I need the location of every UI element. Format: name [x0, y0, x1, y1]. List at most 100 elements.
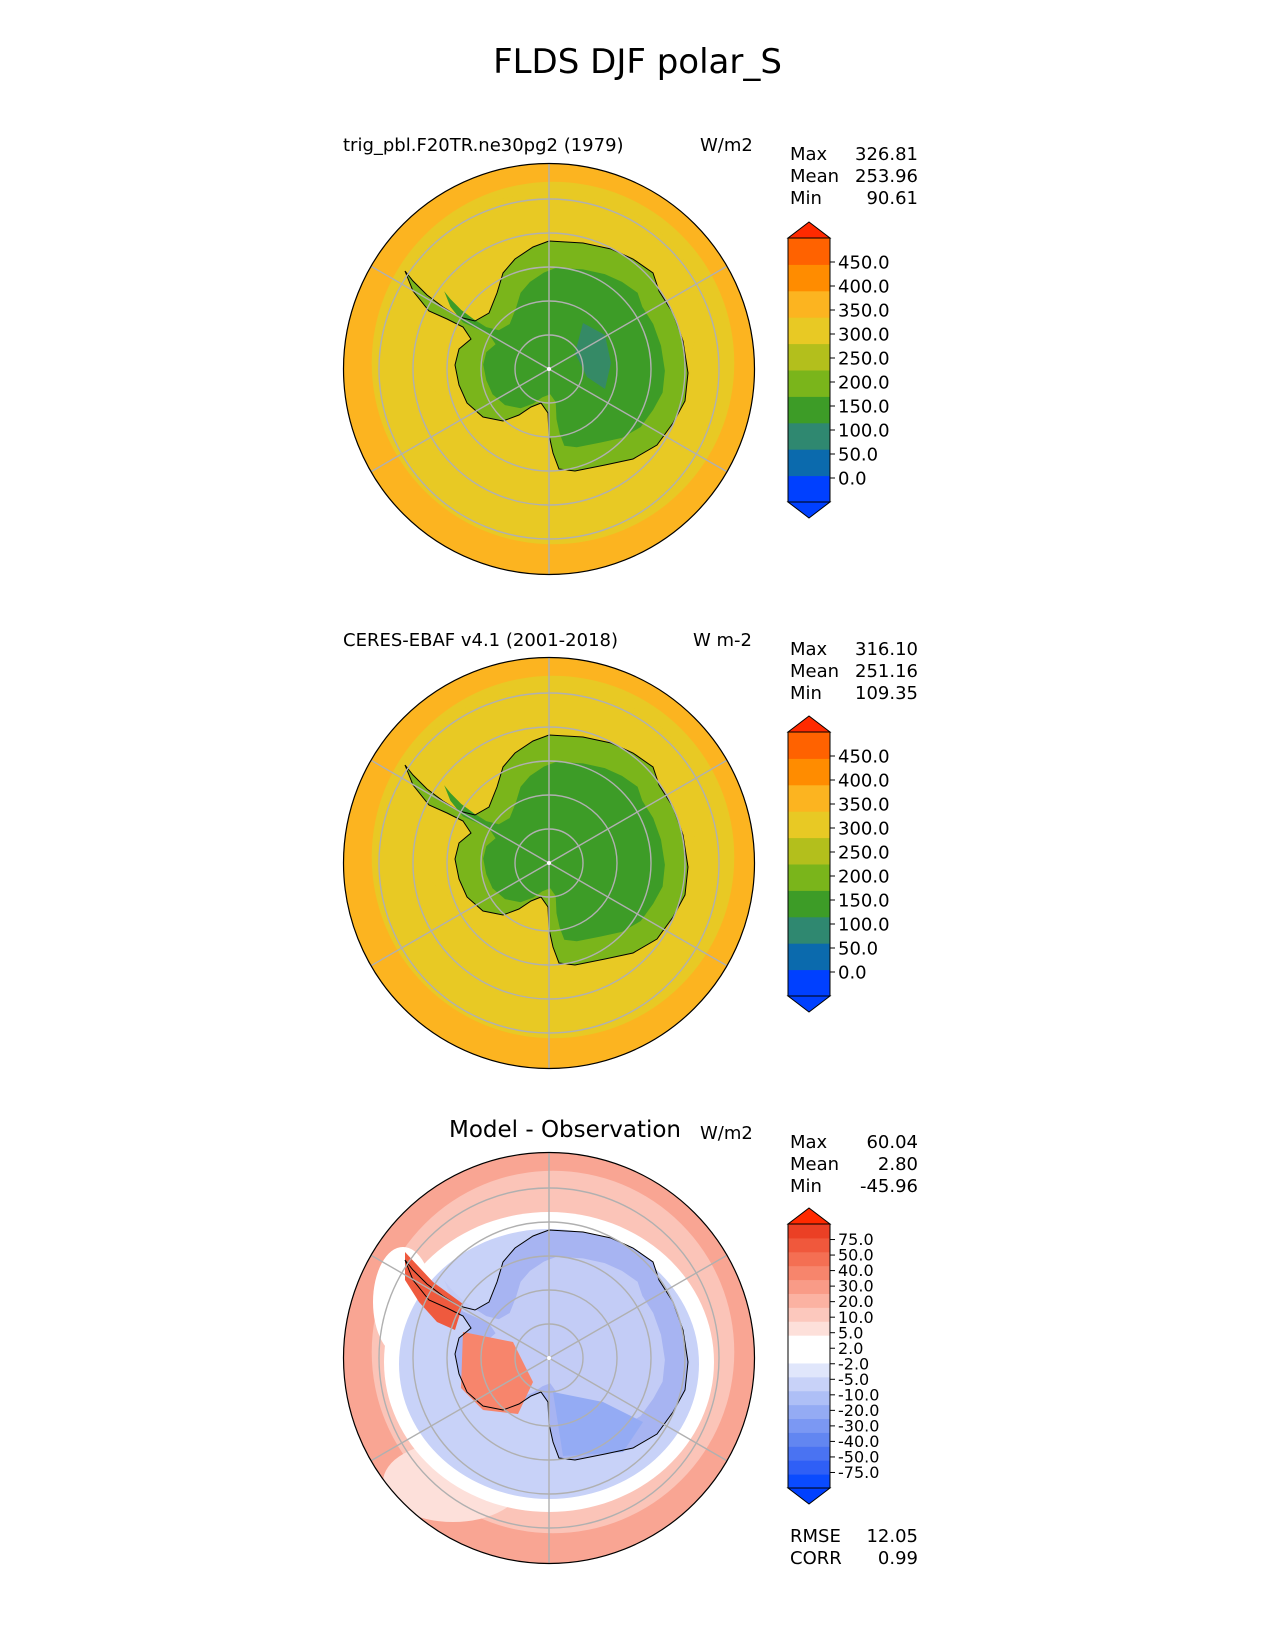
panel-1-units: W/m2 [700, 135, 753, 156]
colorbar-swatch [788, 1349, 830, 1364]
colorbar-swatch [788, 837, 830, 865]
stat-label: Min [790, 188, 822, 209]
colorbar-swatch [788, 732, 830, 759]
stat-value: 12.05 [866, 1526, 918, 1547]
colorbar-swatch [788, 238, 830, 265]
stat-value: 326.81 [855, 144, 918, 165]
stat-label: Mean [790, 661, 840, 682]
colorbar-tick-label: 30.0 [838, 1277, 874, 1296]
colorbar-extend-min [786, 995, 832, 1013]
graticule [370, 163, 728, 575]
meridian-line [370, 265, 550, 370]
stat-value: 253.96 [855, 166, 918, 187]
colorbar-tick-label: 100.0 [838, 914, 890, 935]
plateau-minimum-patch [575, 323, 611, 389]
pole-marker [547, 861, 551, 865]
colorbar-tick-label: -40.0 [838, 1432, 879, 1451]
colorbar-extend-max [786, 221, 832, 239]
colorbar-tick-label: 200.0 [838, 866, 890, 887]
colorbar-tick-label: 300.0 [838, 818, 890, 839]
colorbar-swatch [788, 317, 830, 345]
colorbar-swatch [788, 1362, 830, 1378]
colorbar-tick-label: 450.0 [838, 252, 890, 273]
colorbar-tick-label: 20.0 [838, 1292, 874, 1311]
colorbar-swatch [788, 1224, 830, 1239]
map-frame [342, 656, 756, 1070]
stat-value: -45.96 [859, 1176, 918, 1197]
meridian-line [370, 1254, 550, 1359]
colorbar-swatch [788, 890, 830, 918]
colorbar-tick-label: 200.0 [838, 372, 890, 393]
pole-marker [547, 1356, 551, 1360]
colorbar-tick-label: 400.0 [838, 276, 890, 297]
colorbar-tick-label: 50.0 [838, 1246, 874, 1265]
colorbar-swatch [788, 1279, 830, 1294]
stat-label: Mean [790, 1154, 840, 1175]
colorbar-swatch [788, 1474, 830, 1489]
colorbar-model: 0.0 50.0 100.0 150.0 200.0 250.0 300.0 350.0 400… [786, 221, 890, 519]
meridian-line [370, 368, 550, 473]
stat-value: 251.16 [855, 661, 918, 682]
continent-interior-fill [444, 1256, 665, 1437]
colorbar-swatch [788, 1446, 830, 1461]
colorbar-swatch [788, 969, 830, 997]
continent-interior-fill [444, 267, 665, 448]
meridian-line [548, 1254, 728, 1359]
colorbar-swatch [788, 1460, 830, 1475]
meridian-line [548, 265, 728, 370]
colorbar-swatch [788, 1307, 830, 1322]
colorbar-swatch [788, 475, 830, 503]
colorbar-tick-label: 150.0 [838, 890, 890, 911]
stat-label: Mean [790, 166, 840, 187]
meridian-line [548, 862, 728, 967]
colorbar-swatch [788, 1265, 830, 1281]
panel-2-units: W m-2 [693, 630, 753, 651]
colorbar-tick-label: 10.0 [838, 1308, 874, 1327]
panel-1-stats: Max 326.81 Mean 253.96 Min 90.61 [790, 144, 918, 210]
colorbar-tick-label: 100.0 [838, 420, 890, 441]
colorbar-tick-label: 0.0 [838, 468, 867, 489]
meridian-line [548, 1357, 728, 1462]
colorbar-swatch [788, 264, 830, 292]
stat-label: Min [790, 1176, 822, 1197]
colorbar-swatch [788, 1335, 830, 1350]
panel-3-stats: Max 60.04 Mean 2.80 Min -45.96 [790, 1132, 918, 1198]
colorbar-swatch [788, 916, 830, 944]
colorbar-tick-label: -50.0 [838, 1448, 879, 1467]
stat-value: 2.80 [877, 1154, 918, 1175]
colorbar-tick-label: 2.0 [838, 1339, 863, 1358]
stat-value: 316.10 [855, 639, 918, 660]
colorbar-swatch [788, 1404, 830, 1420]
stat-label: Max [790, 1132, 828, 1153]
colorbar-tick-label: 400.0 [838, 770, 890, 791]
colorbar-tick-label: 250.0 [838, 348, 890, 369]
panel-2-title: CERES-EBAF v4.1 (2001-2018) [343, 630, 619, 651]
meridian-line [548, 759, 728, 864]
colorbar-extend-max [786, 715, 832, 733]
panel-3-title: Model - Observation [448, 1117, 682, 1143]
colorbar-swatch [788, 758, 830, 786]
panel-1-title: trig_pbl.F20TR.ne30pg2 (1979) [343, 135, 624, 156]
polar-map-model [342, 162, 756, 576]
colorbar-tick-label: 450.0 [838, 746, 890, 767]
colorbar-swatch [788, 343, 830, 371]
colorbar-tick-label: 75.0 [838, 1230, 874, 1249]
stat-label: RMSE [790, 1526, 841, 1547]
colorbar-difference: -75.0-50.0-40.0-30.0-20.0-10.0-5.0-2.02.… [786, 1207, 879, 1505]
colorbar-swatch [788, 784, 830, 812]
meridian-line [548, 368, 728, 473]
colorbar-swatch [788, 1376, 830, 1392]
colorbar-swatch [788, 422, 830, 450]
colorbar-outline [787, 731, 831, 997]
colorbar-swatch [788, 1237, 830, 1253]
colorbar-tick-label: 300.0 [838, 324, 890, 345]
colorbar-tick-label: 150.0 [838, 396, 890, 417]
stat-label: CORR [790, 1548, 842, 1569]
colorbar-tick-label: 50.0 [838, 938, 878, 959]
meridian-line [370, 862, 550, 967]
colorbar-swatch [788, 811, 830, 839]
stat-label: Min [790, 683, 822, 704]
colorbar-extend-max [786, 1207, 832, 1225]
colorbar-tick-label: -20.0 [838, 1401, 879, 1420]
stat-value: 60.04 [866, 1132, 918, 1153]
